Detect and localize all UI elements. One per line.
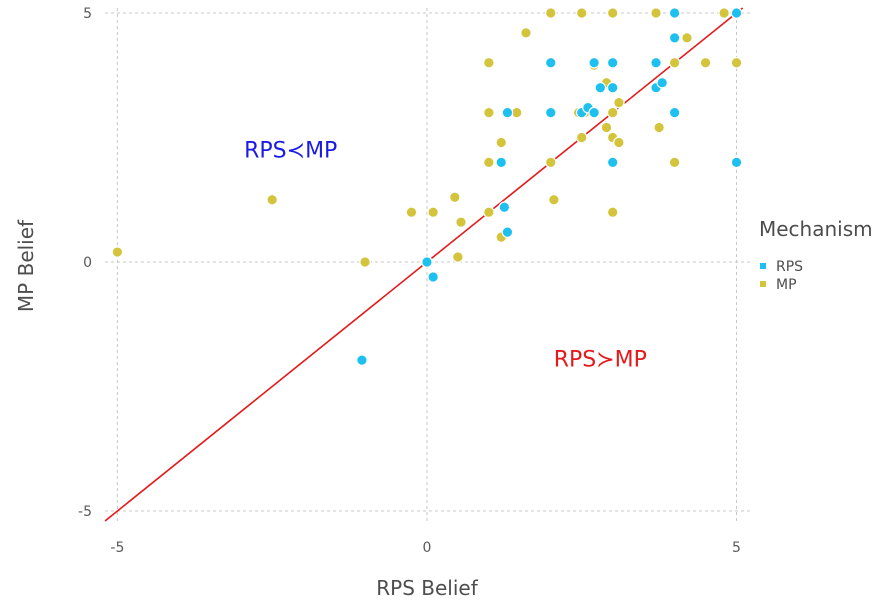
point-mp <box>544 7 557 19</box>
point-mp <box>452 251 464 263</box>
point-rps <box>730 156 743 169</box>
y-axis-title: MP Belief <box>14 219 38 312</box>
point-mp <box>606 106 619 119</box>
x-tick-label: -5 <box>110 540 124 556</box>
point-rps <box>588 106 600 119</box>
point-rps <box>501 226 514 238</box>
legend-title: Mechanism <box>759 217 873 241</box>
region-label-rps-greater-mp: RPS≻MP <box>554 348 647 373</box>
point-mp <box>681 32 693 44</box>
point-rps <box>668 7 681 19</box>
y-tick-label: 0 <box>83 255 92 271</box>
x-tick-label: 0 <box>422 540 431 556</box>
point-rps <box>544 106 557 119</box>
legend: Mechanism RPS MP <box>759 217 873 293</box>
point-mp <box>613 136 625 149</box>
point-rps <box>544 56 557 69</box>
legend-label-rps: RPS <box>776 259 803 275</box>
point-mp <box>495 136 508 149</box>
point-rps <box>427 271 439 283</box>
point-mp <box>449 191 461 204</box>
point-rps <box>730 7 743 19</box>
point-mp <box>483 206 495 219</box>
point-mp <box>699 56 712 69</box>
x-axis-title: RPS Belief <box>376 576 478 600</box>
point-mp <box>483 156 495 169</box>
point-mp <box>483 56 495 69</box>
tick-label-layer: -5 0 5 -5 0 5 <box>78 6 741 556</box>
point-mp <box>111 246 124 258</box>
y-tick-label: 5 <box>83 6 92 22</box>
point-rps <box>668 32 681 44</box>
point-mp <box>606 7 619 19</box>
point-mp <box>650 7 662 19</box>
point-mp <box>455 216 467 228</box>
point-mp <box>575 7 588 19</box>
point-mp <box>668 56 681 69</box>
point-mp <box>613 96 625 109</box>
point-layer <box>111 7 743 366</box>
point-mp <box>718 7 730 19</box>
point-mp <box>483 106 495 119</box>
legend-label-mp: MP <box>776 277 797 293</box>
point-rps <box>421 256 433 268</box>
point-mp <box>520 27 532 39</box>
point-rps <box>588 56 600 69</box>
point-rps <box>498 201 511 214</box>
point-mp <box>730 56 743 69</box>
point-rps <box>356 354 368 366</box>
point-rps <box>668 106 681 119</box>
legend-swatch-rps <box>760 263 766 269</box>
point-mp <box>266 193 278 206</box>
x-tick-label: 5 <box>732 540 741 556</box>
point-mp <box>668 156 681 169</box>
point-mp <box>548 193 560 206</box>
point-rps <box>606 56 619 69</box>
point-mp <box>359 256 371 268</box>
grid-layer <box>105 8 752 521</box>
point-rps <box>656 76 669 89</box>
point-mp <box>544 156 557 169</box>
point-mp <box>427 206 439 219</box>
point-mp <box>600 121 613 134</box>
point-rps <box>606 81 619 94</box>
point-rps <box>594 81 607 94</box>
point-rps <box>501 106 514 119</box>
point-mp <box>405 206 418 219</box>
point-mp <box>653 121 665 134</box>
point-rps <box>606 156 619 169</box>
point-mp <box>606 206 619 219</box>
point-rps <box>650 56 662 69</box>
point-rps <box>495 156 508 169</box>
region-label-rps-less-mp: RPS≺MP <box>244 138 337 163</box>
legend-swatch-mp <box>760 281 766 287</box>
y-tick-label: -5 <box>78 504 92 520</box>
point-mp <box>575 131 588 144</box>
